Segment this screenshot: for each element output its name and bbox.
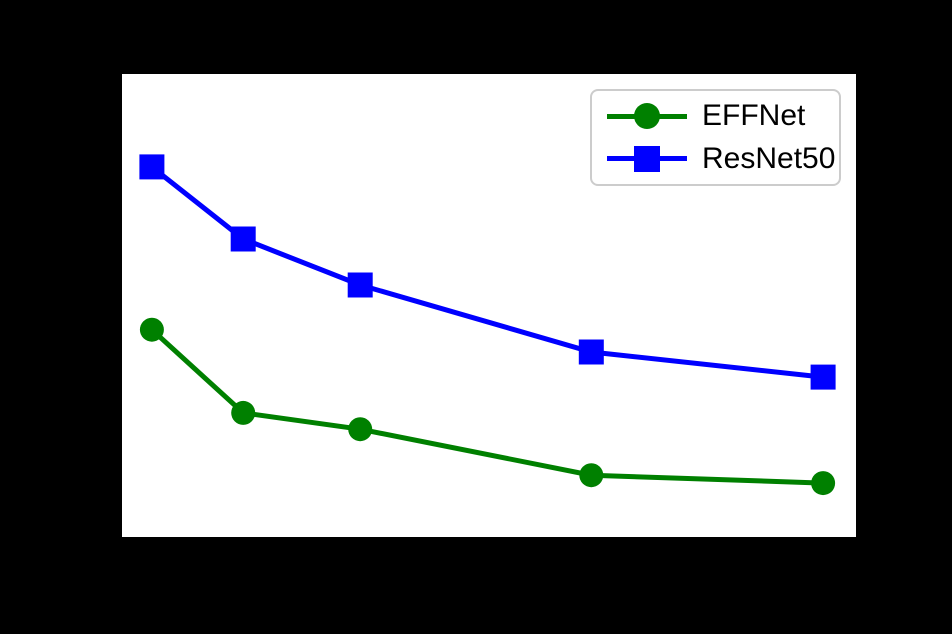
effnet-circle-marker: [579, 463, 604, 488]
legend-entry-effnet: EFFNet: [607, 96, 839, 136]
series-layer: [139, 154, 836, 496]
resnet50-square-marker: [230, 226, 256, 252]
resnet50-square-marker: [347, 272, 373, 298]
legend-entry-resnet50: ResNet50: [607, 139, 839, 179]
effnet-circle-marker: [139, 317, 164, 342]
effnet-legend-key-icon: [607, 102, 687, 130]
resnet50-legend-key-icon: [607, 145, 687, 173]
resnet50-square-marker-icon: [634, 145, 660, 172]
resnet50-square-marker: [810, 364, 836, 390]
effnet-circle-marker: [811, 471, 836, 496]
effnet-circle-marker: [348, 417, 373, 442]
resnet50-square-marker: [578, 339, 604, 365]
effnet-circle-marker: [231, 400, 256, 425]
resnet50-square-marker: [139, 154, 165, 180]
legend-label-effnet: EFFNet: [702, 99, 806, 133]
legend: EFFNet ResNet50: [590, 89, 841, 186]
legend-label-resnet50: ResNet50: [702, 141, 836, 175]
effnet-circle-marker-icon: [634, 103, 660, 130]
